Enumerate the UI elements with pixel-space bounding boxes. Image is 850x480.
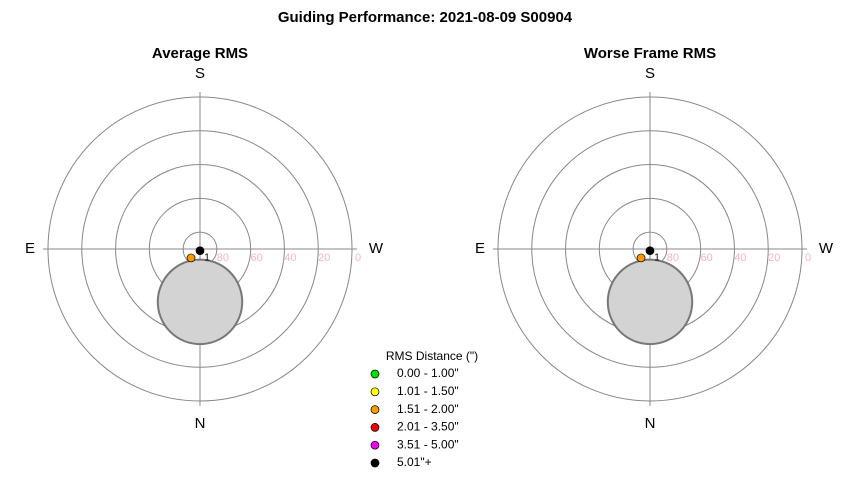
legend-label: 2.01 - 3.50" [397, 420, 459, 434]
r-tick-label: 20 [318, 252, 330, 264]
point [186, 253, 196, 263]
direction-label: N [195, 415, 206, 432]
direction-label: S [645, 65, 655, 82]
r-tick-label: 80 [217, 252, 229, 264]
legend-label: 0.00 - 1.00" [397, 366, 459, 380]
direction-label: W [819, 240, 834, 257]
direction-label: W [369, 240, 384, 257]
r-tick-label: 60 [251, 252, 263, 264]
r-tick-label: 60 [701, 252, 713, 264]
legend-label: 1.01 - 1.50" [397, 384, 459, 398]
r-tick-label: 40 [734, 252, 746, 264]
zone [606, 258, 694, 346]
r-tick-label: 40 [284, 252, 296, 264]
legend-marker [370, 405, 380, 414]
zone [156, 258, 244, 346]
legend-marker [370, 458, 380, 468]
subplot-title: Average RMS [152, 45, 248, 62]
legend-title: RMS Distance (") [386, 349, 478, 363]
center-label: 1 [654, 253, 660, 264]
direction-label: S [195, 65, 205, 82]
point [195, 246, 205, 256]
point [645, 246, 655, 256]
point [636, 253, 646, 263]
r-tick-label: 0 [355, 252, 361, 264]
subplot-title: Worse Frame RMS [584, 45, 716, 62]
legend-marker [370, 423, 380, 432]
r-tick-label: 0 [805, 252, 811, 264]
direction-label: E [475, 240, 485, 257]
legend-marker [370, 387, 380, 397]
page-title: Guiding Performance: 2021-08-09 S00904 [278, 9, 573, 26]
direction-label: N [645, 415, 656, 432]
r-tick-label: 20 [768, 252, 780, 264]
legend-label: 3.51 - 5.00" [397, 437, 459, 451]
legend-marker [370, 369, 380, 379]
r-tick-label: 80 [667, 252, 679, 264]
legend-label: 5.01"+ [397, 455, 432, 469]
center-label: 1 [204, 253, 210, 264]
legend-label: 1.51 - 2.00" [397, 402, 459, 416]
legend-marker [370, 440, 380, 450]
direction-label: E [25, 240, 35, 257]
